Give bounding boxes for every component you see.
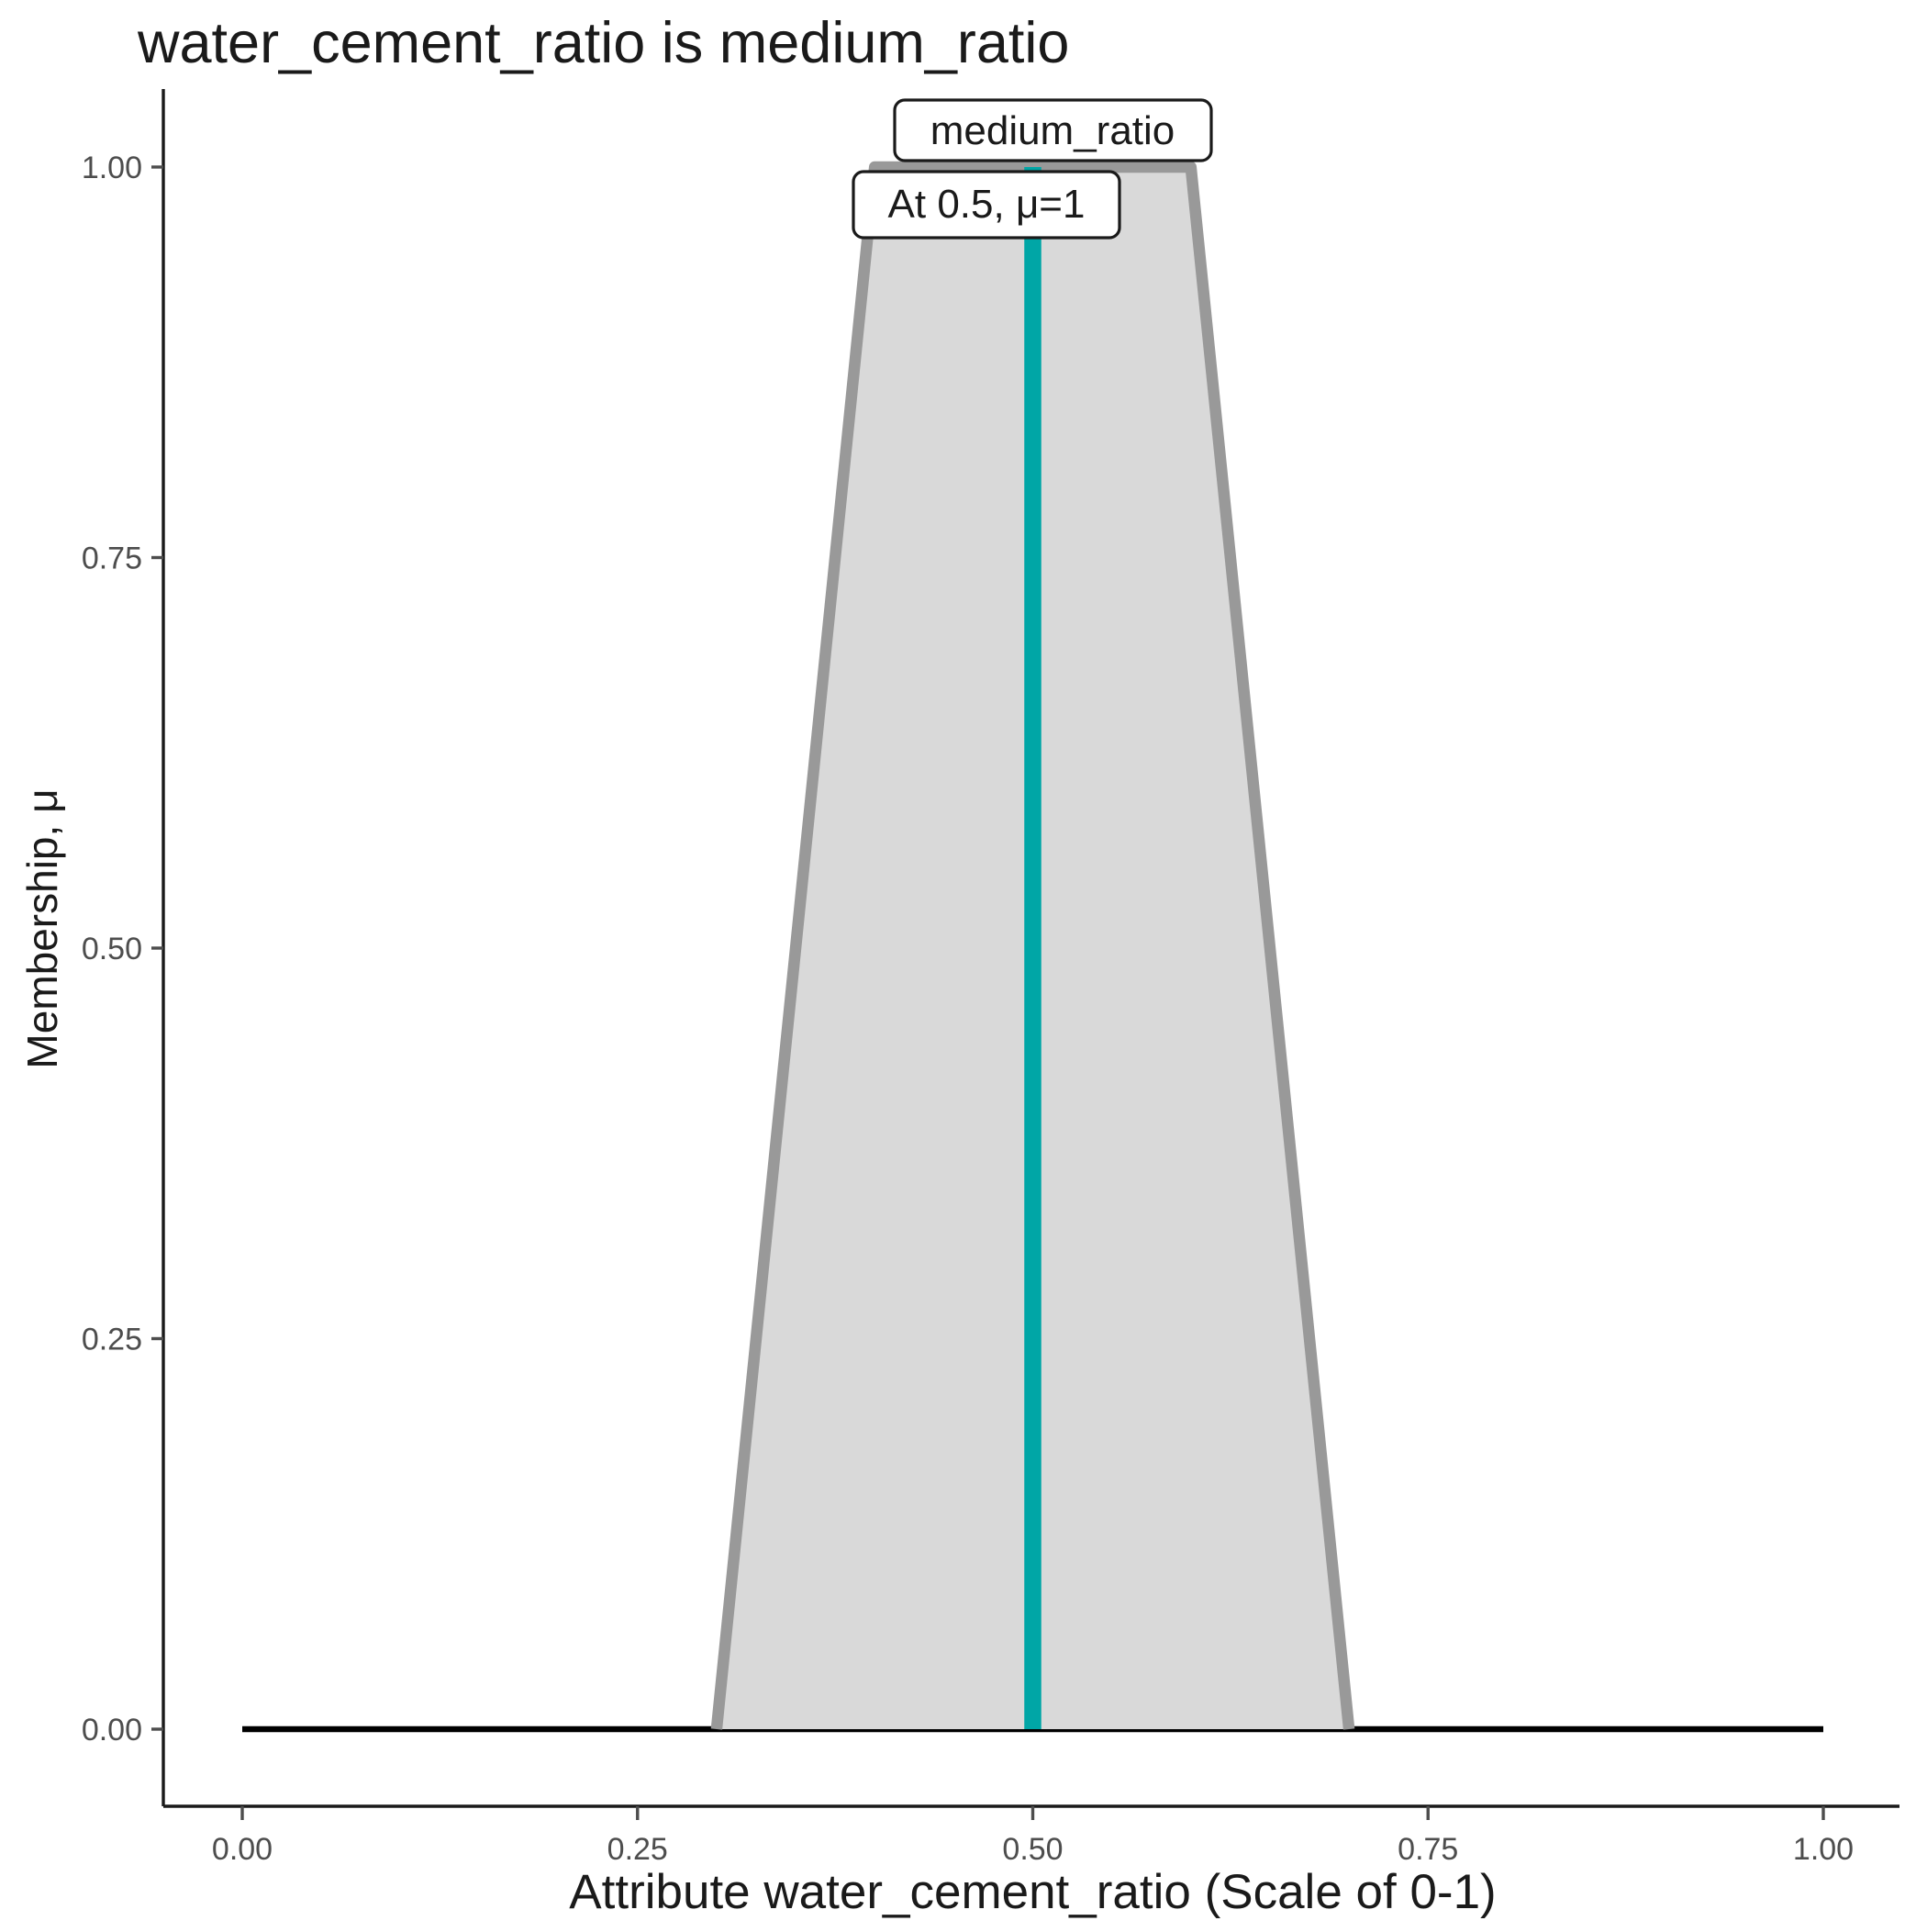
svg-text:water_cement_ratio is medium_r: water_cement_ratio is medium_ratio <box>137 11 1069 75</box>
svg-text:medium_ratio: medium_ratio <box>930 108 1175 153</box>
svg-text:0.00: 0.00 <box>212 1832 273 1867</box>
svg-text:At 0.5, μ=1: At 0.5, μ=1 <box>888 182 1086 227</box>
svg-text:0.75: 0.75 <box>1398 1832 1458 1867</box>
svg-text:0.25: 0.25 <box>607 1832 668 1867</box>
svg-text:0.50: 0.50 <box>82 932 142 966</box>
svg-text:0.25: 0.25 <box>82 1323 142 1357</box>
svg-text:0.75: 0.75 <box>82 542 142 576</box>
svg-text:0.50: 0.50 <box>1002 1832 1063 1867</box>
svg-text:1.00: 1.00 <box>82 151 142 185</box>
svg-text:1.00: 1.00 <box>1793 1832 1854 1867</box>
svg-text:0.00: 0.00 <box>82 1713 142 1748</box>
svg-text:Attribute water_cement_ratio (: Attribute water_cement_ratio (Scale of 0… <box>569 1865 1496 1919</box>
svg-text:Membership, μ: Membership, μ <box>18 788 66 1068</box>
